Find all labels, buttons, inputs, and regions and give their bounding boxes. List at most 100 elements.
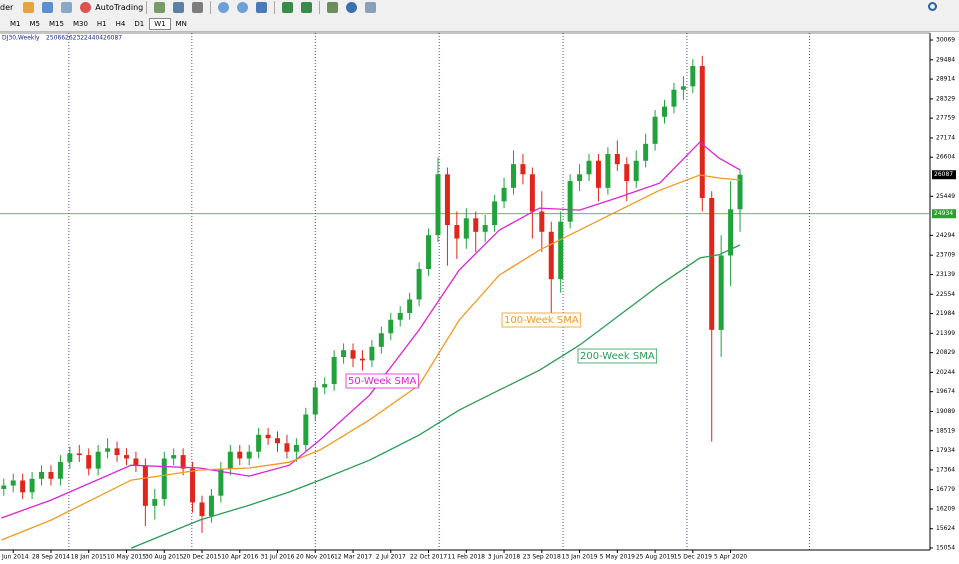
x-tick-label: 5 Apr 2020: [714, 554, 747, 561]
y-tick-label: 23139: [936, 271, 955, 278]
plot-area: [0, 33, 930, 550]
candle-body: [643, 143, 649, 161]
candle-body: [529, 174, 535, 212]
candle-body: [265, 434, 271, 439]
order-button[interactable]: der: [0, 3, 14, 12]
candle-body: [312, 387, 318, 415]
x-tick-label: 25 Aug 2019: [636, 554, 675, 561]
x-tick-label: 5 May 2019: [600, 554, 635, 561]
search-icon[interactable]: [928, 2, 937, 11]
icon[interactable]: [42, 2, 54, 13]
candle-body: [48, 472, 54, 479]
timeframe-button[interactable]: M30: [72, 19, 88, 28]
sma-label: 200-Week SMA: [580, 351, 655, 362]
candle-body: [227, 451, 233, 469]
sma-line: [1, 141, 741, 519]
candle-body: [614, 153, 620, 165]
y-tick-label: 16209: [936, 505, 955, 512]
icon[interactable]: [256, 2, 268, 13]
ohlc-value: 25066: [46, 35, 65, 42]
toolbar-row: der AutoTrading: [0, 0, 380, 15]
x-tick-label: 23 Sep 2018: [523, 554, 561, 561]
candle-body: [180, 455, 186, 469]
candle-body: [10, 480, 16, 486]
candle-body: [690, 66, 696, 87]
candle-body: [426, 235, 432, 270]
candle-body: [369, 346, 375, 361]
price-tag-label: 24934: [934, 210, 953, 217]
candle-body: [680, 86, 686, 90]
candle-body: [95, 451, 101, 469]
icon[interactable]: [23, 2, 35, 13]
candle-body: [105, 448, 111, 452]
y-tick-label: 20244: [936, 369, 955, 376]
y-tick-label: 24294: [936, 232, 955, 239]
candle-body: [123, 455, 129, 459]
timeframe-button[interactable]: H1: [96, 19, 107, 28]
candle-body: [359, 358, 365, 361]
timeframe-button[interactable]: H4: [115, 19, 126, 28]
autotrading-icon[interactable]: [80, 2, 92, 13]
zoom-out[interactable]: [237, 2, 249, 13]
y-tick-label: 15054: [936, 545, 955, 552]
candle-body: [341, 350, 347, 357]
timeframe-button[interactable]: W1: [149, 17, 171, 30]
y-tick-label: 17364: [936, 466, 955, 473]
candle-body: [39, 472, 45, 479]
candle-body: [482, 225, 488, 232]
x-tick-label: 18 Jan 2015: [71, 554, 107, 561]
candle-body: [237, 451, 243, 459]
icon[interactable]: [301, 2, 313, 13]
icon[interactable]: [192, 2, 204, 13]
candle-body: [595, 160, 601, 188]
candle-body: [558, 221, 564, 280]
timeframe-button[interactable]: M5: [29, 19, 41, 28]
candle-body: [161, 458, 167, 500]
sma-label-box: [501, 312, 582, 328]
candle-body: [67, 453, 73, 462]
candle-body: [171, 455, 177, 459]
sma-label-box: [345, 373, 419, 389]
x-tick-label: 31 Jul 2016: [261, 554, 295, 561]
y-tick-label: 30069: [936, 37, 955, 44]
x-tick-label: 20 Dec 2015: [183, 554, 222, 561]
timeframe-button[interactable]: M1: [10, 19, 21, 28]
price-tag-label: 26087: [934, 171, 953, 178]
icon[interactable]: [346, 2, 358, 13]
sma-line: [130, 244, 741, 549]
x-tick-label: 13 Jan 2019: [562, 554, 598, 561]
y-tick-label: 27759: [936, 115, 955, 122]
timeframe-button[interactable]: MN: [175, 19, 187, 28]
icon[interactable]: [61, 2, 73, 13]
icon[interactable]: [173, 2, 185, 13]
timeframe-button[interactable]: D1: [134, 19, 145, 28]
candle-body: [331, 356, 337, 385]
y-tick-label: 22554: [936, 291, 955, 298]
candle-body: [501, 187, 507, 202]
icon[interactable]: [154, 2, 166, 13]
candle-body: [492, 201, 498, 226]
x-tick-label: 22 Oct 2017: [410, 554, 447, 561]
separator: [274, 1, 276, 14]
x-tick-label: 10 Apr 2016: [221, 554, 258, 561]
zoom-in[interactable]: [218, 2, 230, 13]
timeframe-row: M1 M5 M15 M30 H1 H4 D1 W1 MN: [6, 16, 192, 31]
candle-body: [199, 502, 205, 516]
candle-body: [435, 174, 441, 236]
icon[interactable]: [327, 2, 339, 13]
x-tick-label: 30 Aug 2015: [145, 554, 184, 561]
timeframe-button[interactable]: M15: [49, 19, 64, 28]
icon[interactable]: [365, 2, 377, 13]
candle-body: [454, 225, 460, 239]
candle-body: [246, 451, 252, 459]
candle-body: [567, 181, 573, 222]
candle-body: [218, 468, 224, 496]
y-tick-label: 28914: [936, 76, 955, 83]
y-tick-label: 23709: [936, 252, 955, 259]
candle-body: [444, 174, 450, 226]
icon[interactable]: [282, 2, 294, 13]
candle-body: [303, 414, 309, 445]
autotrading-button[interactable]: AutoTrading: [95, 3, 144, 12]
